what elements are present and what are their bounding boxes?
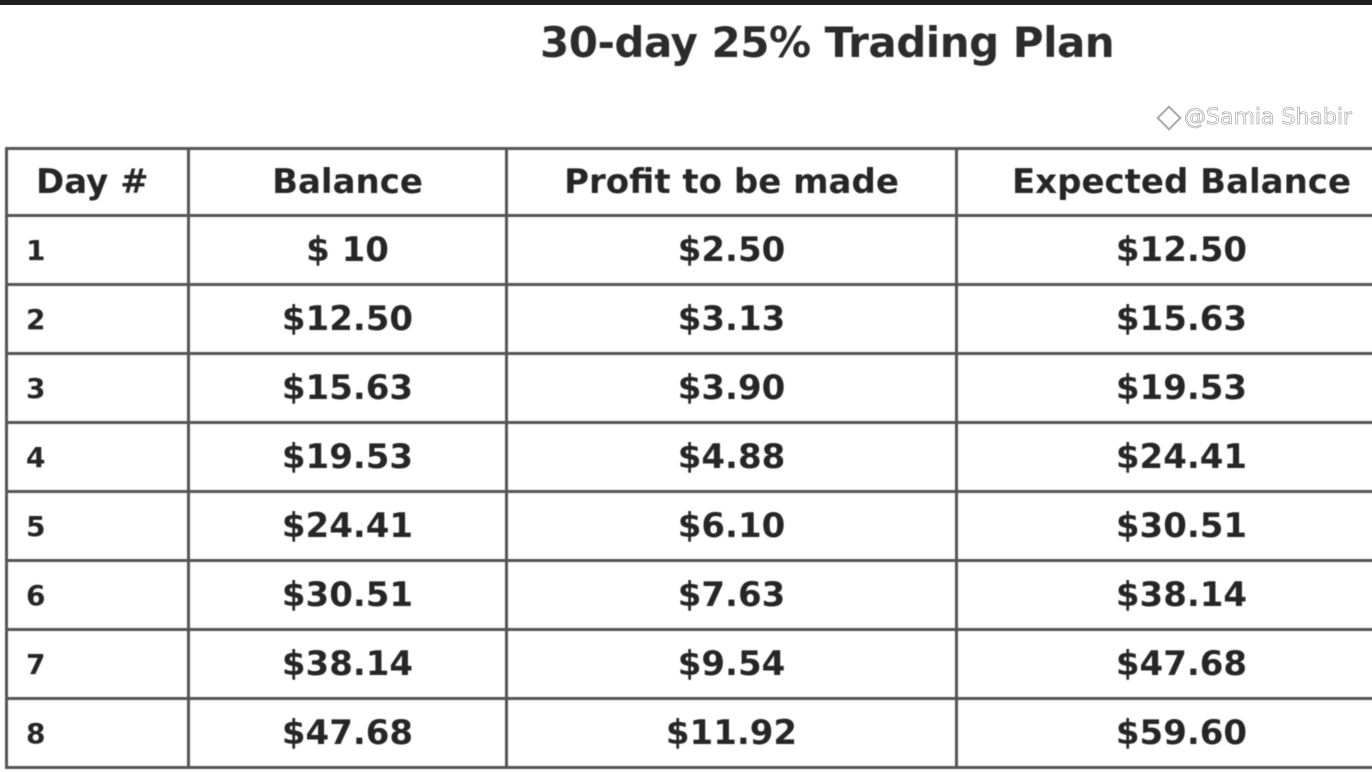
- table-header-row: Day # Balance Profit to be made Expected…: [5, 147, 1372, 217]
- cell-profit: $11.92: [505, 697, 958, 769]
- cell-profit: $9.54: [505, 628, 958, 700]
- cell-day: 1: [5, 214, 190, 286]
- cell-profit: $7.63: [505, 559, 958, 631]
- cell-expected-balance: $15.63: [955, 283, 1372, 355]
- table-row: 3 $15.63 $3.90 $19.53: [5, 352, 1372, 424]
- cell-day: 2: [5, 283, 190, 355]
- cell-expected-balance: $59.60: [955, 697, 1372, 769]
- trading-plan-table: Day # Balance Profit to be made Expected…: [5, 147, 1372, 769]
- cell-balance: $47.68: [187, 697, 508, 769]
- cell-profit: $3.13: [505, 283, 958, 355]
- header-profit: Profit to be made: [505, 147, 958, 217]
- cell-expected-balance: $24.41: [955, 421, 1372, 493]
- cell-balance: $12.50: [187, 283, 508, 355]
- header-expected-balance: Expected Balance: [955, 147, 1372, 217]
- cell-profit: $4.88: [505, 421, 958, 493]
- cell-day: 6: [5, 559, 190, 631]
- cell-balance: $38.14: [187, 628, 508, 700]
- cell-expected-balance: $30.51: [955, 490, 1372, 562]
- binance-logo-icon: [1156, 104, 1182, 131]
- cell-day: 3: [5, 352, 190, 424]
- cell-profit: $2.50: [505, 214, 958, 286]
- cell-day: 5: [5, 490, 190, 562]
- cell-day: 8: [5, 697, 190, 769]
- top-bar: [0, 0, 1372, 5]
- table-row: 4 $19.53 $4.88 $24.41: [5, 421, 1372, 493]
- watermark-text: @Samia Shabir: [1184, 105, 1353, 131]
- cell-balance: $15.63: [187, 352, 508, 424]
- cell-balance: $ 10: [187, 214, 508, 286]
- cell-profit: $6.10: [505, 490, 958, 562]
- page-title: 30-day 25% Trading Plan: [540, 18, 1115, 67]
- cell-expected-balance: $19.53: [955, 352, 1372, 424]
- header-balance: Balance: [187, 147, 508, 217]
- table-row: 5 $24.41 $6.10 $30.51: [5, 490, 1372, 562]
- table-row: 2 $12.50 $3.13 $15.63: [5, 283, 1372, 355]
- cell-profit: $3.90: [505, 352, 958, 424]
- cell-expected-balance: $38.14: [955, 559, 1372, 631]
- cell-balance: $30.51: [187, 559, 508, 631]
- table-row: 7 $38.14 $9.54 $47.68: [5, 628, 1372, 700]
- cell-day: 7: [5, 628, 190, 700]
- table-row: 1 $ 10 $2.50 $12.50: [5, 214, 1372, 286]
- cell-day: 4: [5, 421, 190, 493]
- table-row: 8 $47.68 $11.92 $59.60: [5, 697, 1372, 769]
- cell-balance: $24.41: [187, 490, 508, 562]
- header-day: Day #: [5, 147, 190, 217]
- cell-expected-balance: $12.50: [955, 214, 1372, 286]
- watermark: @Samia Shabir: [1156, 105, 1353, 131]
- cell-expected-balance: $47.68: [955, 628, 1372, 700]
- cell-balance: $19.53: [187, 421, 508, 493]
- table-row: 6 $30.51 $7.63 $38.14: [5, 559, 1372, 631]
